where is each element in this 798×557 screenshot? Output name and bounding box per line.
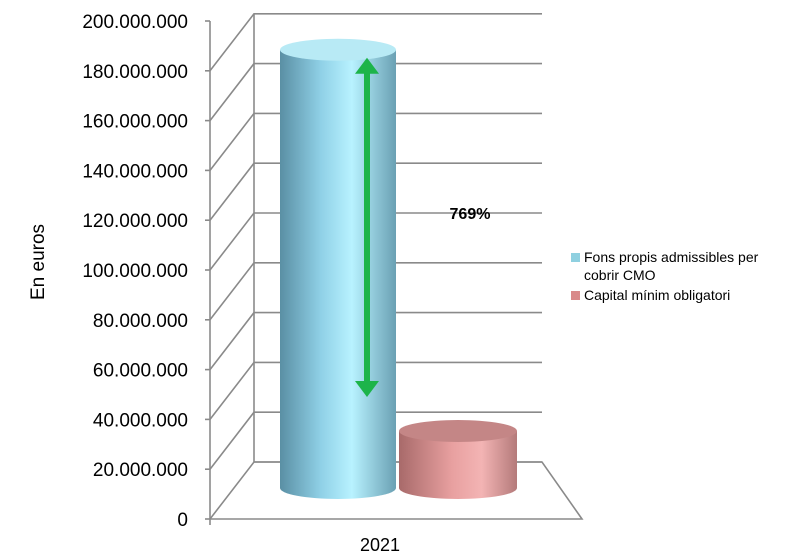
annotation: 769% <box>355 57 491 397</box>
y-tick-label: 120.000.000 <box>82 211 188 232</box>
bar-capital-minim-2021 <box>399 419 517 499</box>
y-tick-label: 40.000.000 <box>93 410 188 431</box>
y-axis-label: En euros <box>28 224 49 300</box>
y-tick-label: 140.000.000 <box>82 161 188 182</box>
y-tick-label: 180.000.000 <box>82 62 188 83</box>
y-tick-label: 0 <box>177 510 188 531</box>
annotation-label: 769% <box>450 206 491 223</box>
y-tick-label: 60.000.000 <box>93 361 188 382</box>
bars <box>280 38 517 499</box>
floor <box>210 461 584 520</box>
legend-swatch-blue <box>571 253 580 262</box>
axes <box>205 13 584 525</box>
annotation-arrow-head-down <box>355 380 379 397</box>
legend-item-fons-propis: Fons propis admissibles per cobrir CMO <box>571 248 797 284</box>
legend-label-capital-minim: Capital mínim obligatori <box>584 287 731 303</box>
legend: Fons propis admissibles per cobrir CMO C… <box>571 248 797 306</box>
y-tick-label: 80.000.000 <box>93 311 188 332</box>
y-tick-label: 200.000.000 <box>82 12 188 33</box>
annotation-arrow-head-up <box>355 57 379 74</box>
bar-top <box>399 419 517 442</box>
x-category-label: 2021 <box>360 535 400 555</box>
y-tick-label: 20.000.000 <box>93 460 188 481</box>
legend-label-fons-propis: Fons propis admissibles per cobrir CMO <box>584 249 759 283</box>
legend-swatch-red <box>571 291 580 300</box>
bar-top <box>280 38 396 61</box>
bar-fons-propis-2021 <box>280 38 396 499</box>
y-tick-label: 100.000.000 <box>82 261 188 282</box>
legend-item-capital-minim: Capital mínim obligatori <box>571 286 797 304</box>
y-tick-label: 160.000.000 <box>82 112 188 133</box>
y-tick-labels: 0 20.000.000 40.000.000 60.000.000 80.000.00… <box>82 12 188 531</box>
